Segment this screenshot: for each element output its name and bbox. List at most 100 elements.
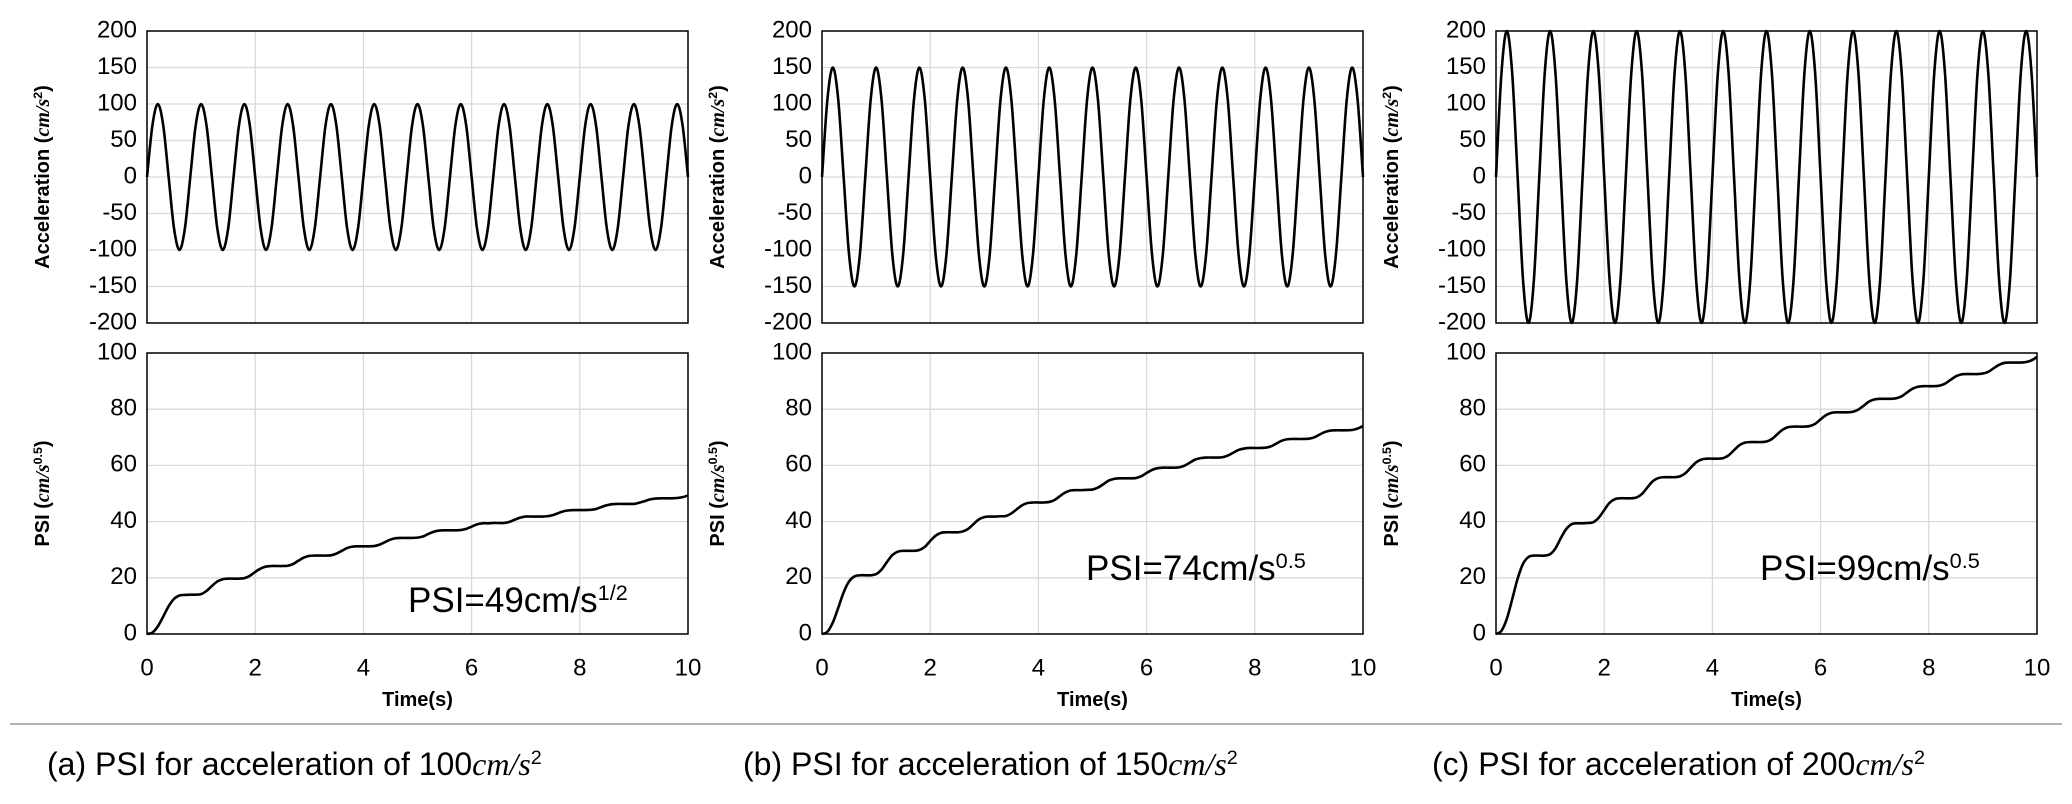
y-axis-title: Acceleration (cm/s2): [706, 85, 729, 269]
data-line: [146, 494, 689, 636]
y-tick-label: 20: [110, 563, 137, 590]
data-line: [820, 66, 1365, 288]
y-tick-label: 80: [110, 395, 137, 422]
y-axis-title-part: 0.5: [1380, 447, 1394, 464]
annotation-part: PSI=49cm/s: [408, 581, 598, 620]
y-tick-label: 150: [1446, 53, 1486, 80]
annotation-part: 0.5: [1276, 548, 1306, 573]
caption-part: (b) PSI for acceleration of 150: [743, 746, 1168, 782]
y-tick-label: 100: [1446, 338, 1486, 365]
y-tick-label: 0: [1473, 162, 1486, 189]
caption-part: cm/s: [1855, 746, 1914, 782]
x-tick-label: 0: [1489, 654, 1502, 681]
y-tick-label: 0: [124, 162, 137, 189]
y-tick-label: -50: [102, 199, 137, 226]
x-axis-title: Time(s): [1731, 689, 1802, 711]
x-tick-label: 10: [675, 654, 702, 681]
y-tick-label: 50: [1459, 126, 1486, 153]
y-tick-label: 60: [110, 451, 137, 478]
data-line: [145, 102, 690, 252]
y-axis-title-part: ): [707, 85, 729, 92]
caption-part: cm/s: [472, 746, 531, 782]
y-tick-label: 0: [1473, 619, 1486, 646]
x-tick-label: 6: [465, 654, 478, 681]
x-tick-label: 8: [573, 654, 586, 681]
y-tick-label: 60: [1459, 451, 1486, 478]
y-axis-title-part: ): [32, 85, 54, 92]
y-axis-title-part: PSI (: [32, 502, 54, 547]
y-axis-title-part: cm/s: [1381, 464, 1403, 502]
y-axis-title-part: Acceleration (: [707, 136, 729, 269]
y-tick-label: 200: [1446, 16, 1486, 43]
plot-frame: [146, 352, 689, 635]
y-axis-title-part: cm/s: [32, 99, 54, 137]
y-axis-title-part: PSI (: [707, 502, 729, 547]
y-axis-title-part: Acceleration (: [32, 136, 54, 269]
y-axis-title-part: 0.5: [706, 447, 720, 464]
x-tick-label: 10: [2024, 654, 2051, 681]
y-axis-title-part: 2: [31, 92, 45, 99]
x-tick-label: 10: [1350, 654, 1377, 681]
y-tick-label: 20: [785, 563, 812, 590]
x-axis-title: Time(s): [1057, 689, 1128, 711]
y-axis-title-part: cm/s: [32, 464, 54, 502]
y-tick-label: -200: [89, 308, 137, 335]
annotation: PSI=74cm/s0.5: [1086, 548, 1306, 589]
data-line: [821, 424, 1364, 636]
annotation-part: PSI=99cm/s: [1760, 549, 1950, 588]
caption: (b) PSI for acceleration of 150cm/s2: [743, 746, 1238, 782]
annotation-part: 1/2: [598, 580, 628, 605]
caption-part: 2: [1914, 747, 1925, 769]
x-axis-title: Time(s): [382, 689, 453, 711]
x-tick-label: 2: [1598, 654, 1611, 681]
y-tick-label: 200: [772, 16, 812, 43]
y-tick-label: 50: [110, 126, 137, 153]
y-tick-label: 80: [785, 395, 812, 422]
y-axis-title: Acceleration (cm/s2): [31, 85, 54, 269]
x-tick-label: 0: [140, 654, 153, 681]
y-axis-title-part: cm/s: [707, 464, 729, 502]
x-tick-label: 4: [1032, 654, 1045, 681]
y-tick-label: -200: [1438, 308, 1486, 335]
plot-frame: [821, 352, 1364, 635]
y-tick-label: 0: [799, 619, 812, 646]
data-line: [1494, 29, 2039, 325]
y-tick-label: -150: [89, 272, 137, 299]
y-axis-title-part: PSI (: [1381, 502, 1403, 547]
caption-part: cm/s: [1168, 746, 1227, 782]
annotation-part: 0.5: [1950, 548, 1980, 573]
y-axis-title-part: 2: [1380, 92, 1394, 99]
x-tick-label: 6: [1814, 654, 1827, 681]
y-axis-title-part: ): [1381, 440, 1403, 447]
y-tick-label: -100: [764, 235, 812, 262]
x-tick-label: 6: [1140, 654, 1153, 681]
y-tick-label: 100: [97, 338, 137, 365]
data-line: [1495, 355, 2038, 636]
y-tick-label: 50: [785, 126, 812, 153]
y-tick-label: 40: [785, 507, 812, 534]
plot-frame: [1495, 352, 2038, 635]
annotation: PSI=99cm/s0.5: [1760, 548, 1980, 589]
y-axis-title-part: cm/s: [707, 99, 729, 137]
y-axis-title-part: 2: [706, 92, 720, 99]
caption-part: 2: [1227, 747, 1238, 769]
y-tick-label: -150: [764, 272, 812, 299]
annotation-part: PSI=74cm/s: [1086, 549, 1276, 588]
y-tick-label: -200: [764, 308, 812, 335]
y-axis-title-part: ): [1381, 85, 1403, 92]
y-axis-title-part: Acceleration (: [1381, 136, 1403, 269]
y-axis-title: PSI (cm/s0.5): [1380, 440, 1403, 546]
y-tick-label: 100: [772, 338, 812, 365]
y-tick-label: 0: [124, 619, 137, 646]
y-tick-label: 60: [785, 451, 812, 478]
caption-part: 2: [531, 747, 542, 769]
y-tick-label: 100: [97, 89, 137, 116]
y-tick-label: 80: [1459, 395, 1486, 422]
y-axis-title: PSI (cm/s0.5): [31, 440, 54, 546]
annotation: PSI=49cm/s1/2: [408, 580, 628, 621]
y-tick-label: -50: [777, 199, 812, 226]
y-tick-label: -150: [1438, 272, 1486, 299]
y-axis-title-part: ): [707, 440, 729, 447]
